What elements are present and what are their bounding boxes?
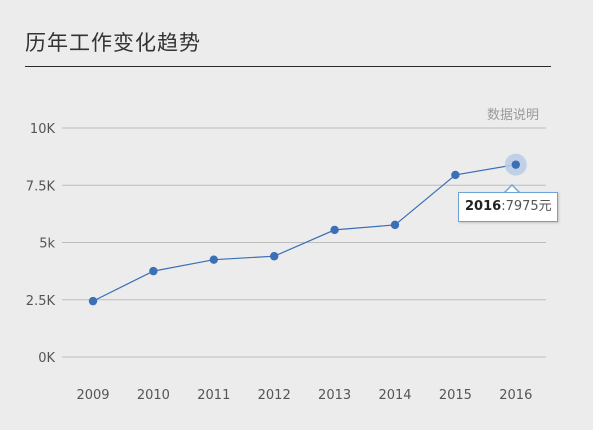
data-point[interactable] bbox=[270, 252, 279, 261]
x-tick-label: 2012 bbox=[258, 388, 291, 403]
data-points bbox=[88, 153, 527, 306]
data-point[interactable] bbox=[511, 160, 520, 169]
y-tick-label: 0K bbox=[38, 351, 55, 366]
data-point[interactable] bbox=[88, 296, 98, 306]
data-point[interactable] bbox=[451, 170, 460, 180]
x-axis-tick-labels: 2009 2010 2011 2012 2013 2014 2015 2016 bbox=[76, 388, 532, 403]
series-line bbox=[92, 164, 516, 302]
tooltip-arrow-fill bbox=[505, 186, 519, 193]
tooltip: 2016:7975元 bbox=[458, 192, 558, 222]
data-point[interactable] bbox=[390, 220, 400, 230]
series-line-layer bbox=[92, 164, 516, 302]
y-tick-label: 7.5K bbox=[26, 179, 56, 194]
x-tick-label: 2013 bbox=[318, 388, 351, 403]
x-tick-label: 2010 bbox=[137, 388, 170, 403]
data-point[interactable] bbox=[149, 266, 158, 276]
x-tick-label: 2015 bbox=[439, 388, 472, 403]
grid-lines bbox=[62, 127, 546, 358]
x-tick-label: 2014 bbox=[378, 388, 411, 403]
tooltip-year: 2016 bbox=[465, 199, 502, 214]
page-title: 历年工作变化趋势 bbox=[25, 31, 201, 55]
y-tick-label: 2.5K bbox=[26, 294, 56, 309]
data-point[interactable] bbox=[209, 255, 218, 264]
title-divider bbox=[25, 66, 551, 67]
x-tick-label: 2016 bbox=[499, 388, 532, 403]
tooltip-separator: : bbox=[501, 199, 506, 214]
x-tick-label: 2011 bbox=[197, 388, 230, 403]
y-tick-label: 5k bbox=[39, 237, 55, 252]
y-tick-label: 10K bbox=[30, 122, 56, 137]
data-point[interactable] bbox=[330, 225, 339, 235]
x-tick-label: 2009 bbox=[76, 388, 109, 403]
y-axis-tick-labels: 0K 2.5K 5k 7.5K 10K bbox=[26, 122, 56, 366]
tooltip-value: 7975元 bbox=[505, 199, 552, 214]
data-note-link[interactable]: 数据说明 bbox=[487, 108, 540, 123]
